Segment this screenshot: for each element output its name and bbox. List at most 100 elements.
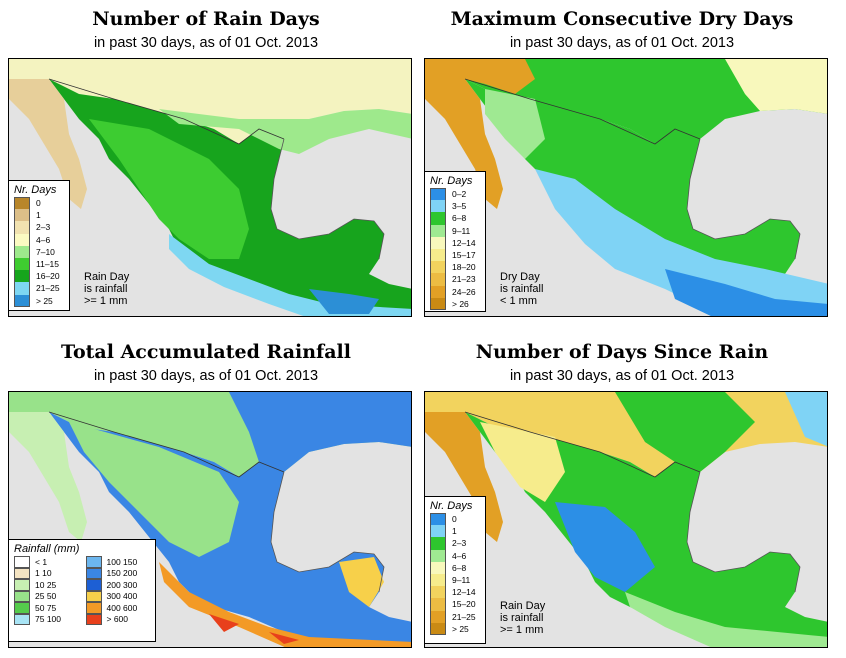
panel-title: Number of Days Since Rain: [475, 341, 769, 363]
legend-label: 50 75: [35, 602, 57, 613]
legend-swatch: [14, 221, 30, 234]
map-max-dry-days[interactable]: [424, 58, 828, 317]
land-usa: [9, 59, 411, 144]
legend-item: > 25: [9, 294, 69, 307]
land-usa-dry: [425, 59, 535, 94]
note-line: < 1 mm: [500, 295, 537, 307]
legend-swatch: [430, 622, 446, 635]
note-line: is rainfall: [500, 612, 544, 624]
legend-swatch: [85, 567, 102, 579]
definition-note: Dry Day is rainfall < 1 mm: [500, 271, 543, 307]
legend-item: 15–17: [425, 248, 485, 262]
legend-item: 1 10: [14, 567, 80, 579]
legend-item: 75 100: [14, 613, 80, 625]
map-graphic: [9, 392, 411, 647]
legend-label: 25 50: [35, 591, 57, 602]
legend-swatch: [430, 188, 446, 201]
blue-coast: [169, 234, 411, 316]
legend-item: 150 200: [85, 567, 152, 579]
legend-total-rainfall: Rainfall (mm) < 1 100 150 1 10 150 200 10 25…: [8, 539, 156, 642]
legend-label: 15–20: [452, 599, 476, 610]
legend-label: 9–11: [452, 225, 471, 236]
legend-item: 200 300: [85, 579, 152, 591]
border-line: [464, 78, 701, 145]
note-line: Rain Day: [84, 271, 130, 283]
legend-rows: 0 1 2–3 4–6 7–10 11–15 16–20 21–25 > 25: [9, 197, 69, 307]
legend-item: > 26: [425, 297, 485, 310]
legend-item: 24–26: [425, 285, 485, 298]
legend-swatch: [430, 285, 446, 298]
legend-label: > 600: [106, 614, 129, 625]
legend-item: 11–15: [9, 257, 69, 271]
legend-swatch: [430, 248, 446, 262]
panel-subtitle: in past 30 days, as of 01 Oct. 2013: [509, 35, 735, 51]
legend-item: > 600: [85, 613, 152, 625]
legend-label: > 26: [452, 298, 469, 309]
legend-label: 1 10: [35, 568, 52, 579]
legend-item: 7–10: [9, 245, 69, 258]
map-days-since-rain[interactable]: [424, 391, 828, 648]
legend-label: 200 300: [106, 579, 138, 590]
legend-swatch: [430, 610, 446, 623]
legend-item: > 25: [425, 622, 485, 635]
panel-total-rainfall: Total Accumulated Rainfall in past 30 da…: [0, 333, 412, 658]
map-rain-days[interactable]: [8, 58, 412, 317]
panel-subtitle: in past 30 days, as of 01 Oct. 2013: [509, 368, 735, 384]
legend-swatch: [14, 270, 30, 283]
legend-label: 300 400: [106, 591, 138, 602]
gulf-coast-line: [686, 138, 801, 260]
legend-label: 150 200: [106, 568, 138, 579]
map-total-rainfall[interactable]: [8, 391, 412, 648]
legend-label: 24–26: [452, 286, 476, 297]
legend-label: 3–5: [452, 201, 467, 212]
gulf-coast-line: [270, 471, 385, 593]
legend-swatch: [85, 579, 102, 591]
legend-swatch: [14, 245, 30, 258]
legend-label: 0: [452, 514, 457, 525]
blue-spots: [309, 289, 379, 314]
note-line: >= 1 mm: [84, 295, 128, 307]
legend-label: 0: [36, 198, 41, 209]
pale-north: [159, 109, 411, 154]
legend-swatch: [14, 556, 30, 568]
legend-swatch: [14, 197, 30, 210]
blue-central: [555, 502, 655, 592]
panel-title: Maximum Consecutive Dry Days: [450, 8, 794, 30]
legend-label: < 1: [35, 556, 48, 567]
legend-label: 1: [36, 210, 41, 221]
legend-item: 4–6: [425, 549, 485, 562]
legend-swatch: [85, 613, 102, 625]
legend-swatch: [430, 561, 446, 574]
legend-item: 15–20: [425, 598, 485, 611]
panel-subtitle: in past 30 days, as of 01 Oct. 2013: [93, 35, 319, 51]
legend-swatch: [430, 224, 446, 237]
land-usa-east: [725, 59, 827, 114]
legend-swatch: [430, 549, 446, 562]
panel-subtitle: in past 30 days, as of 01 Oct. 2013: [93, 368, 319, 384]
legend-swatch: [14, 282, 30, 295]
legend-label: 7–10: [36, 246, 55, 257]
legend-label: 21–25: [36, 283, 60, 294]
panel-rain-days: Number of Rain Days in past 30 days, as …: [0, 0, 412, 329]
legend-label: 18–20: [452, 262, 476, 273]
green-interior: [69, 422, 239, 557]
legend-item: < 1: [14, 556, 80, 568]
legend-grid: < 1 100 150 1 10 150 200 10 25 200 300 25 50 30…: [9, 556, 155, 629]
legend-item: 2–3: [425, 537, 485, 550]
legend-rows: 0–2 3–5 6–8 9–11 12–14 15–17 18–20 21–23 24–26 > …: [425, 188, 485, 310]
dry-northwest: [485, 89, 545, 159]
legend-label: > 25: [36, 295, 53, 306]
legend-item: 9–11: [425, 573, 485, 587]
legend-swatch: [14, 233, 30, 246]
legend-swatch: [430, 261, 446, 274]
note-line: is rainfall: [84, 283, 128, 295]
legend-swatch: [430, 273, 446, 286]
legend-item: 3–5: [425, 200, 485, 213]
map-graphic: [9, 59, 411, 316]
legend-item: 0–2: [425, 188, 485, 201]
land-baja: [9, 412, 87, 542]
legend-label: 2–3: [452, 538, 467, 549]
border-line: [48, 78, 285, 145]
legend-swatch: [85, 602, 102, 614]
legend-item: 6–8: [425, 212, 485, 225]
